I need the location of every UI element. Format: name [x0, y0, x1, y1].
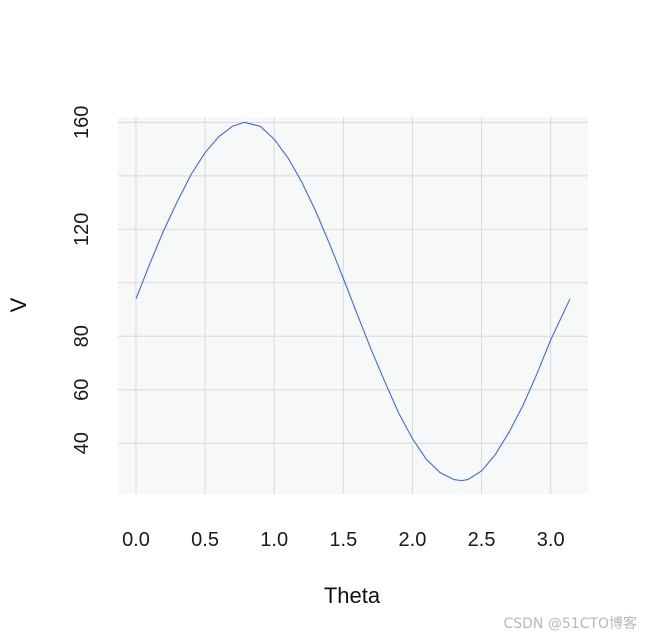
y-tick-label: 80: [71, 325, 93, 347]
y-tick-label: 120: [71, 213, 93, 246]
series-line: [135, 121, 571, 482]
x-tick-label: 2.5: [468, 529, 496, 551]
x-tick-labels: 0.0 0.5 1.0 1.5 2.0 2.5 3.0: [122, 529, 565, 551]
plot-panel: [118, 117, 588, 494]
y-tick-label: 160: [71, 106, 93, 139]
x-tick-label: 0.5: [191, 529, 219, 551]
watermark: CSDN @51CTO博客: [503, 616, 637, 632]
x-tick-label: 3.0: [537, 529, 565, 551]
y-tick-labels: 40 60 80 120 160: [71, 106, 93, 455]
grid-lines: [118, 117, 588, 494]
x-tick-label: 2.0: [399, 529, 427, 551]
x-axis-title: Theta: [324, 583, 381, 608]
y-tick-label: 40: [71, 432, 93, 454]
series-layer: [135, 121, 571, 482]
x-tick-label: 0.0: [122, 529, 150, 551]
x-tick-label: 1.5: [329, 529, 357, 551]
y-tick-label: 60: [71, 379, 93, 401]
y-axis-title: V: [6, 297, 31, 312]
x-tick-label: 1.0: [260, 529, 288, 551]
